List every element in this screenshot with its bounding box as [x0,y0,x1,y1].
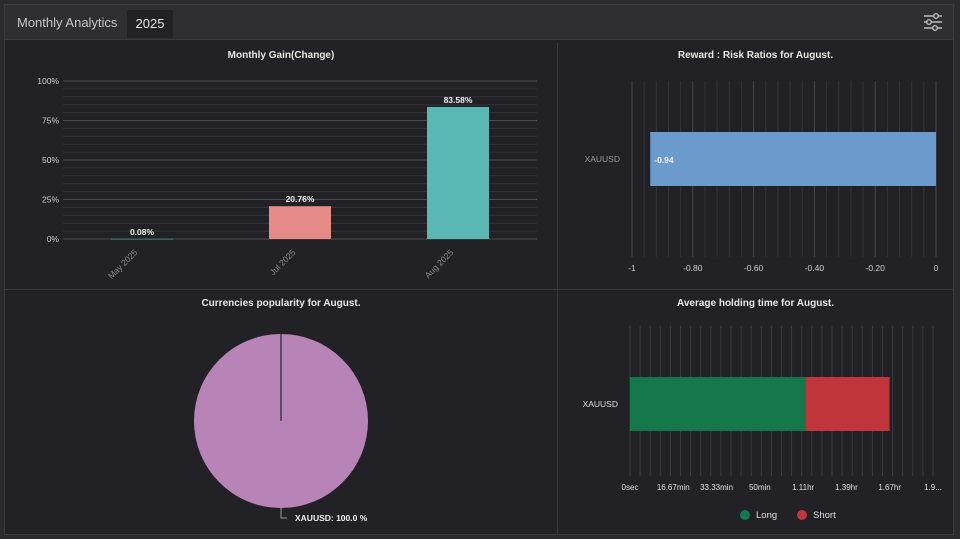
bar-value-label: 20.76% [286,194,315,204]
y-tick-label: 100% [37,76,59,86]
holding-chart: 0sec 16.67min 33.33min 50min 1.11hr 1.39hr 1.6… [583,326,942,521]
tab-year[interactable]: 2025 [127,10,173,38]
x-tick-label: 50min [749,483,771,492]
header: Monthly Analytics 2025 [5,5,953,40]
y-tick-label: 50% [42,155,59,165]
x-tick-label: 1.9... [924,483,942,492]
ratio-chart: -1 -0.80 -0.60 -0.40 -0.20 0 -0.94 XAUUSD [585,81,939,273]
y-tick-label: 75% [42,116,59,126]
bar [650,132,936,186]
x-tick-label: Aug 2025 [423,247,456,280]
y-tick-label: XAUUSD [585,154,620,164]
currency-chart: XAUUSD: 100.0 % [194,334,368,523]
x-tick-label: -1 [628,263,636,273]
x-tick-label: 1.11hr [792,483,814,492]
panel-divider-horizontal [5,289,953,290]
x-tick-label: 0 [934,263,939,273]
x-tick-label: 16.67min [657,483,690,492]
bar-short [805,377,890,431]
analytics-frame: Monthly Analytics 2025 Monthly Gain(Chan… [4,4,954,535]
x-tick-label: 1.39hr [835,483,858,492]
bar-value-label: 0.08% [130,227,155,237]
x-tick-label: -0.40 [805,263,825,273]
y-tick-label: XAUUSD [583,399,618,409]
bar [269,206,331,239]
y-tick-label: 25% [42,195,59,205]
x-tick-label: 33.33min [700,483,733,492]
x-tick-label: -0.80 [683,263,703,273]
currency-chart-title: Currencies popularity for August. [201,298,361,309]
legend-label-long: Long [756,510,777,521]
y-tick-label: 0% [47,234,60,244]
gain-chart: 0% 25% 50% 75% 100% 0.08% May 2025 20.76% Jul 20… [37,76,537,281]
bar [427,106,489,239]
ratio-chart-title: Reward : Risk Ratios for August. [677,50,834,61]
pie-leader-line [280,508,287,519]
holding-chart-title: Average holding time for August. [676,298,835,309]
panel-divider-vertical [557,43,558,534]
gain-chart-title: Monthly Gain(Change) [227,50,335,61]
x-tick-label: 1.67hr [878,483,901,492]
x-tick-label: -0.20 [866,263,886,273]
x-tick-label: Jul 2025 [268,247,298,277]
sliders-icon[interactable] [923,12,943,32]
legend-label-short: Short [813,510,836,521]
page-title: Monthly Analytics [17,15,118,30]
legend-marker-short [797,510,807,520]
pie-label: XAUUSD: 100.0 % [295,513,368,523]
bar-long [630,377,806,431]
x-tick-label: -0.60 [744,263,764,273]
bar-value-label: 83.58% [444,95,473,105]
bar [111,238,173,240]
x-tick-label: May 2025 [106,247,140,281]
legend-marker-long [740,510,750,520]
x-tick-label: 0sec [622,483,639,492]
bar-value-label: -0.94 [654,155,674,165]
